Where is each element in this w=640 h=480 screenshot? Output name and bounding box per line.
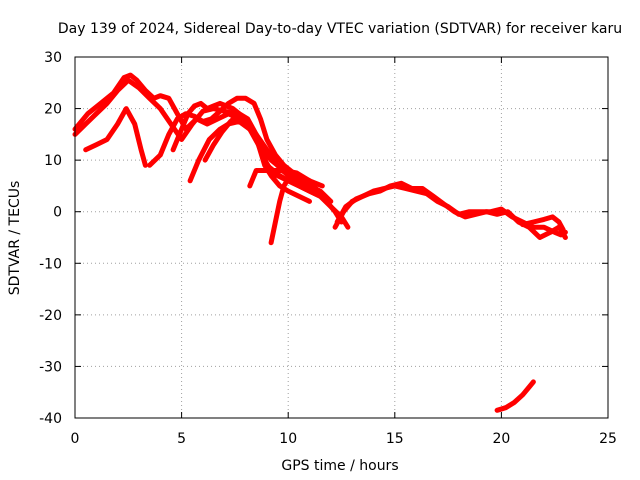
y-tick-label: -10 <box>39 256 62 272</box>
series-line-arc-6 <box>187 119 312 204</box>
x-tick-label: 15 <box>386 431 404 447</box>
series-line-arc-4 <box>147 95 325 189</box>
y-axis-label: SDTVAR / TECUs <box>7 181 23 296</box>
series-group <box>72 72 568 413</box>
chart-title: Day 139 of 2024, Sidereal Day-to-day VTE… <box>58 21 622 37</box>
series-line-arc-8 <box>247 168 351 230</box>
grid <box>75 57 608 418</box>
x-axis-label: GPS time / hours <box>281 458 398 474</box>
x-tick-label: 25 <box>599 431 617 447</box>
ticks: 0 5 10 15 20 25 -40 -30 -20 -10 0 10 20 30 <box>39 50 617 447</box>
series-line-arc-7 <box>202 111 293 179</box>
y-tick-label: 30 <box>44 50 62 66</box>
series-line-arc-12 <box>520 214 566 233</box>
y-tick-label: -40 <box>39 411 62 427</box>
plot-frame <box>74 56 609 419</box>
series-line-arc-3 <box>83 106 148 168</box>
series-line-arc-11 <box>334 180 568 240</box>
series-line-arc-9 <box>268 173 312 246</box>
x-tick-label: 5 <box>177 431 186 447</box>
x-tick-label: 20 <box>492 431 510 447</box>
x-tick-label: 0 <box>71 431 80 447</box>
y-tick-label: -30 <box>39 359 62 375</box>
y-tick-label: -20 <box>39 308 62 324</box>
x-tick-label: 10 <box>279 431 297 447</box>
y-tick-label: 10 <box>44 153 62 169</box>
y-tick-label: 0 <box>53 205 62 221</box>
series-line-arc-13 <box>494 379 536 413</box>
y-tick-label: 20 <box>44 102 62 118</box>
